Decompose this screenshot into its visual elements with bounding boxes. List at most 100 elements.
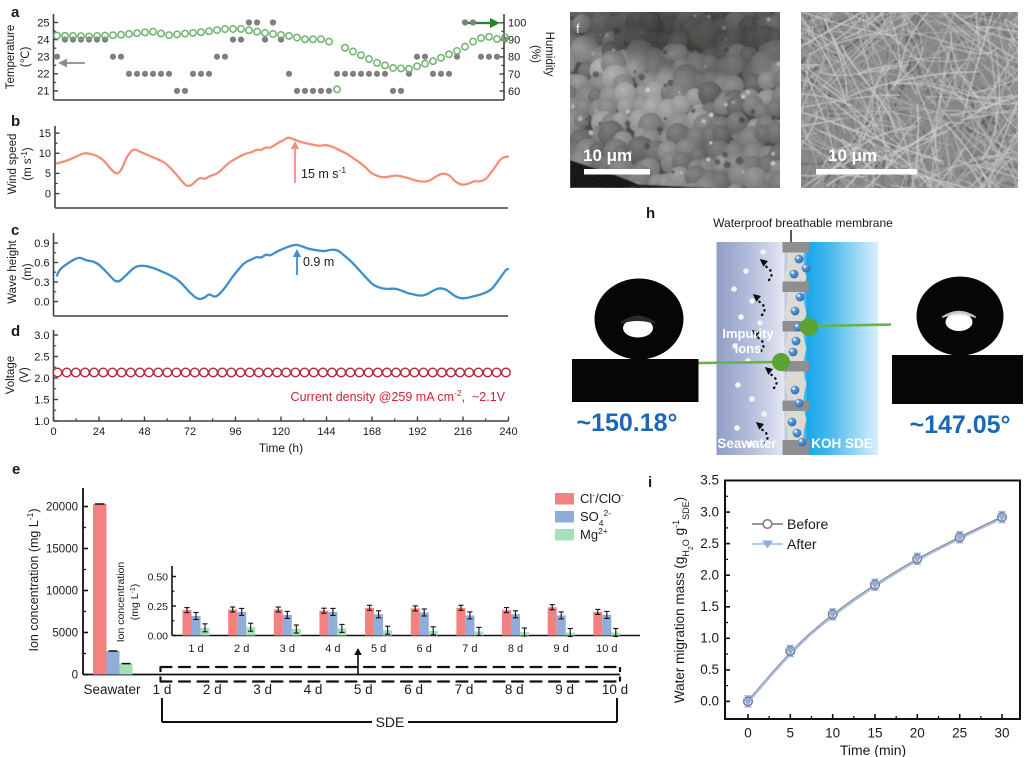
svg-text:144: 144: [317, 426, 335, 438]
svg-text:15: 15: [39, 128, 51, 140]
svg-text:0.5: 0.5: [700, 662, 719, 677]
svg-text:30: 30: [994, 726, 1009, 741]
svg-text:SDE: SDE: [376, 714, 405, 730]
svg-text:0: 0: [50, 426, 56, 438]
svg-text:3 d: 3 d: [253, 682, 272, 697]
svg-text:Impurity: Impurity: [722, 326, 774, 341]
svg-text:Wind speed: Wind speed: [7, 134, 19, 195]
svg-text:25: 25: [952, 726, 967, 741]
svg-text:48: 48: [138, 426, 150, 438]
svg-text:6 d: 6 d: [417, 643, 432, 655]
svg-text:2.0: 2.0: [700, 567, 719, 582]
svg-text:(℃): (℃): [20, 47, 32, 68]
svg-text:0.50: 0.50: [148, 571, 169, 583]
svg-text:g: g: [807, 21, 814, 36]
svg-text:Cl-/ClO-: Cl-/ClO-: [580, 490, 624, 506]
svg-text:1.5: 1.5: [34, 394, 49, 406]
svg-text:0: 0: [744, 726, 752, 741]
svg-text:23: 23: [37, 52, 49, 64]
svg-text:5000: 5000: [52, 628, 78, 640]
svg-text:96: 96: [229, 426, 241, 438]
svg-text:i: i: [648, 474, 652, 491]
svg-text:1 d: 1 d: [188, 643, 203, 655]
svg-text:h: h: [646, 205, 655, 222]
svg-text:Current density @259 mA cm-2,: Current density @259 mA cm-2, ~2.1V: [291, 388, 506, 404]
svg-text:Wave height: Wave height: [7, 239, 19, 303]
svg-text:24: 24: [37, 34, 49, 46]
svg-text:SO42-: SO42-: [580, 508, 611, 528]
svg-text:10 μm: 10 μm: [828, 146, 877, 165]
svg-text:0.9 m: 0.9 m: [303, 255, 334, 269]
svg-text:10 d: 10 d: [602, 682, 628, 697]
svg-text:10 d: 10 d: [596, 643, 617, 655]
svg-text:Humidity: Humidity: [543, 32, 555, 77]
svg-text:0: 0: [72, 670, 78, 682]
svg-text:1.0: 1.0: [34, 416, 49, 428]
svg-text:Time (min): Time (min): [840, 742, 906, 757]
svg-text:90: 90: [508, 35, 520, 47]
svg-text:120: 120: [272, 426, 290, 438]
svg-text:0.25: 0.25: [148, 601, 169, 613]
svg-text:0.3: 0.3: [34, 277, 49, 289]
svg-text:100: 100: [508, 18, 526, 30]
svg-text:240: 240: [499, 426, 517, 438]
svg-text:a: a: [11, 4, 20, 21]
svg-text:22: 22: [37, 69, 49, 81]
svg-text:1.5: 1.5: [700, 599, 719, 614]
svg-text:3 d: 3 d: [280, 643, 295, 655]
svg-text:8 d: 8 d: [508, 643, 523, 655]
svg-text:15: 15: [867, 726, 882, 741]
svg-text:15 m s-1: 15 m s-1: [301, 165, 346, 181]
svg-text:6 d: 6 d: [404, 682, 423, 697]
svg-text:Seawater: Seawater: [717, 436, 777, 451]
svg-text:(V): (V): [19, 367, 31, 383]
svg-text:0.9: 0.9: [34, 238, 49, 250]
svg-text:10: 10: [39, 148, 51, 160]
svg-text:5 d: 5 d: [371, 643, 386, 655]
svg-text:2.5: 2.5: [34, 351, 49, 363]
svg-text:10: 10: [825, 726, 840, 741]
svg-text:25: 25: [37, 17, 49, 29]
svg-text:KOH SDE: KOH SDE: [811, 436, 873, 451]
svg-text:1.0: 1.0: [700, 631, 719, 646]
svg-text:Seawater: Seawater: [83, 682, 141, 697]
svg-text:b: b: [11, 113, 20, 130]
svg-text:3.5: 3.5: [700, 473, 719, 488]
svg-text:c: c: [11, 222, 19, 239]
svg-text:Before: Before: [787, 516, 828, 532]
svg-text:72: 72: [184, 426, 196, 438]
svg-text:4 d: 4 d: [325, 643, 340, 655]
svg-text:(mg L-1): (mg L-1): [129, 584, 141, 621]
svg-text:7 d: 7 d: [462, 643, 477, 655]
svg-text:Ion concentration (mg L-1): Ion concentration (mg L-1): [25, 508, 41, 651]
svg-text:9 d: 9 d: [555, 682, 574, 697]
svg-text:5 d: 5 d: [354, 682, 373, 697]
svg-text:20: 20: [910, 726, 925, 741]
svg-text:24: 24: [93, 426, 105, 438]
svg-text:3.0: 3.0: [34, 330, 49, 342]
svg-text:After: After: [787, 536, 817, 552]
svg-text:0.00: 0.00: [148, 630, 169, 642]
svg-text:5: 5: [787, 726, 795, 741]
svg-text:(m s-1): (m s-1): [20, 147, 35, 180]
svg-text:80: 80: [508, 52, 520, 64]
svg-text:5: 5: [45, 168, 51, 180]
svg-text:(m): (m): [22, 263, 34, 280]
svg-text:4 d: 4 d: [304, 682, 323, 697]
svg-text:10000: 10000: [46, 586, 78, 598]
svg-text:168: 168: [363, 426, 381, 438]
svg-text:21: 21: [37, 86, 49, 98]
svg-text:Voltage: Voltage: [5, 356, 17, 394]
svg-text:Time (h): Time (h): [259, 441, 303, 455]
svg-text:3.0: 3.0: [700, 504, 719, 519]
svg-text:10 μm: 10 μm: [583, 146, 632, 165]
svg-text:Mg2+: Mg2+: [580, 526, 608, 542]
svg-text:7 d: 7 d: [455, 682, 474, 697]
svg-text:1 d: 1 d: [153, 682, 172, 697]
svg-text:0.0: 0.0: [34, 296, 49, 308]
svg-text:Ion concentration: Ion concentration: [115, 562, 127, 643]
svg-text:20000: 20000: [46, 502, 78, 514]
svg-text:70: 70: [508, 69, 520, 81]
svg-text:192: 192: [408, 426, 426, 438]
svg-text:2.0: 2.0: [34, 373, 49, 385]
